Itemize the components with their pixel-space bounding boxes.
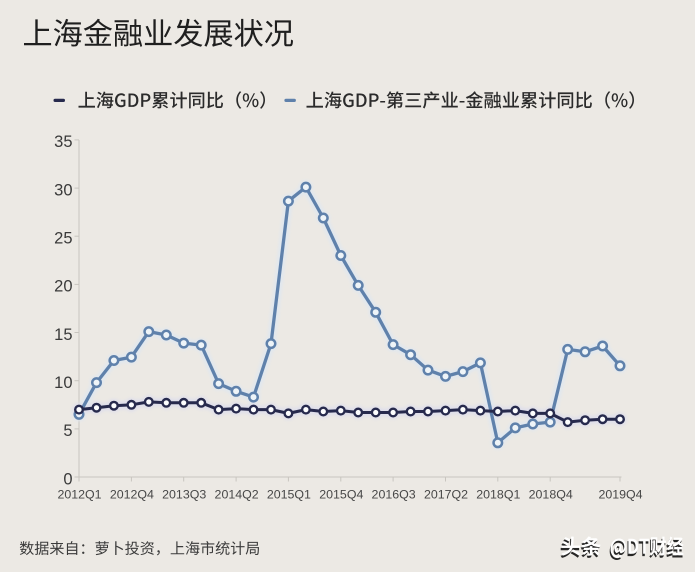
svg-text:2017Q2: 2017Q2 (424, 487, 468, 501)
svg-text:2019Q4: 2019Q4 (598, 487, 642, 501)
svg-text:0: 0 (63, 470, 72, 488)
svg-text:20: 20 (54, 278, 72, 296)
svg-text:30: 30 (54, 181, 72, 199)
svg-text:25: 25 (54, 230, 72, 248)
svg-text:2012Q1: 2012Q1 (57, 487, 101, 501)
svg-text:2015Q1: 2015Q1 (267, 487, 311, 501)
svg-text:2018Q4: 2018Q4 (529, 487, 573, 501)
svg-text:2012Q4: 2012Q4 (110, 487, 154, 501)
svg-text:35: 35 (54, 133, 72, 151)
svg-text:2013Q3: 2013Q3 (162, 487, 206, 501)
svg-text:2014Q2: 2014Q2 (215, 487, 259, 501)
svg-text:10: 10 (54, 374, 72, 392)
svg-text:5: 5 (63, 422, 72, 440)
svg-text:2016Q3: 2016Q3 (372, 487, 416, 501)
svg-text:2015Q4: 2015Q4 (319, 487, 363, 501)
svg-text:15: 15 (54, 326, 72, 344)
svg-text:2018Q1: 2018Q1 (476, 487, 520, 501)
